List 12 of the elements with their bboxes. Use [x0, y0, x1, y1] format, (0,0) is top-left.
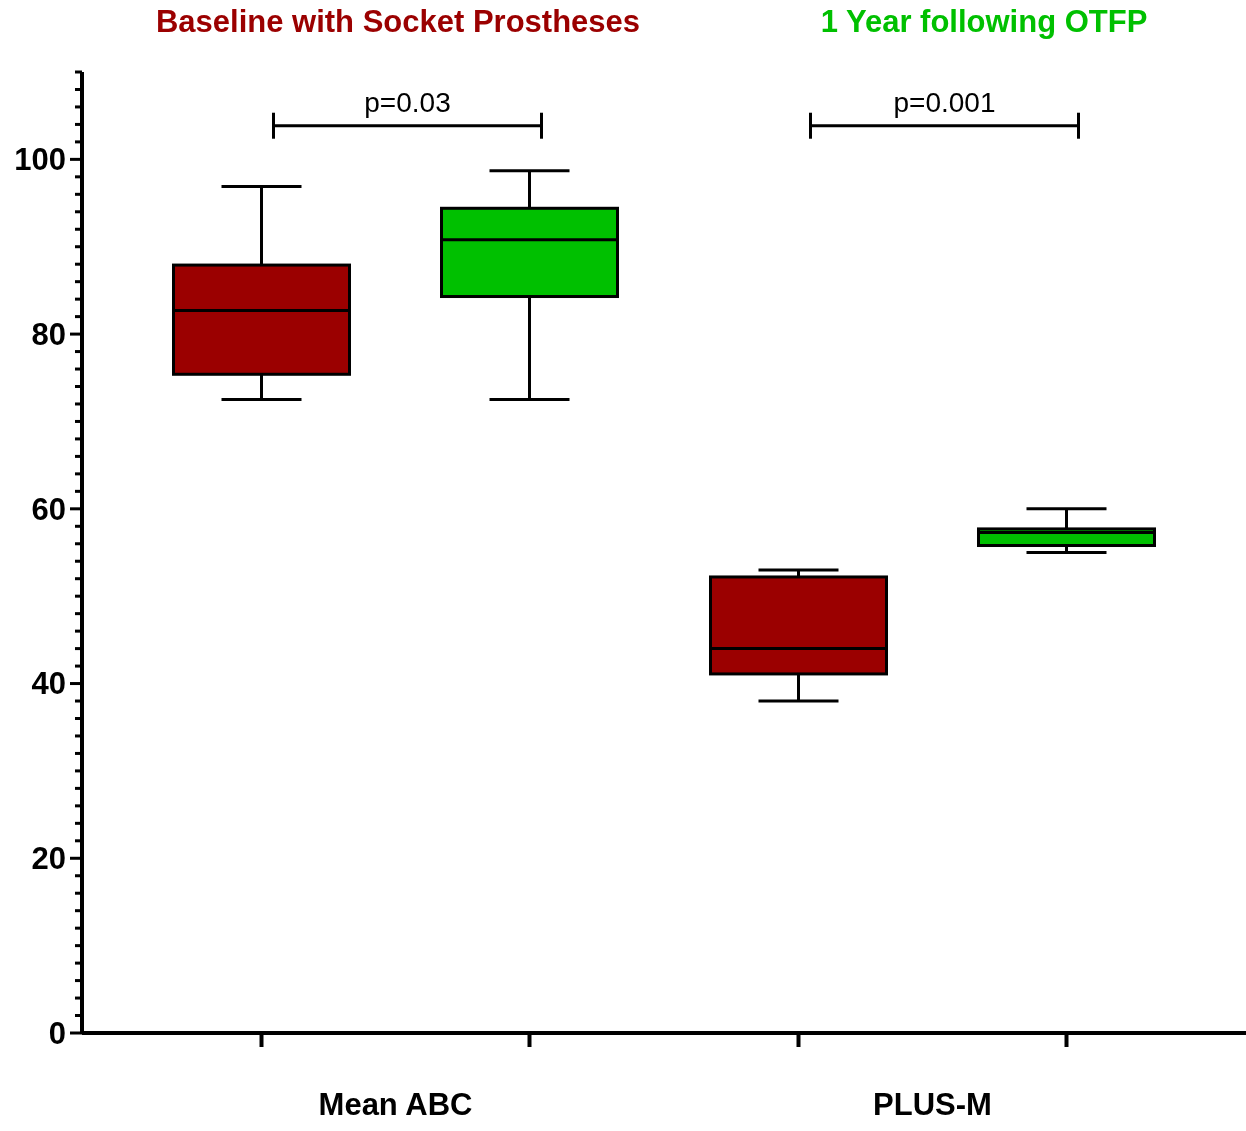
text: Baseline with Socket Prostheses: [155, 4, 641, 39]
y-tick-label: 0: [48, 1015, 66, 1051]
y-tick-label: 40: [31, 666, 66, 702]
y-tick-label: 20: [31, 841, 66, 877]
annotation: p=0.03: [364, 86, 451, 118]
text: 1 Year following OTFP: [820, 4, 1148, 39]
y-tick-label: 80: [31, 316, 66, 352]
y-tick-label: 100: [14, 142, 66, 178]
x-tick-label: PLUS-M: [873, 1087, 992, 1122]
x-tick-label: Mean ABC: [318, 1087, 473, 1122]
annotation: p=0.001: [893, 86, 996, 118]
y-tick-label: 60: [31, 491, 66, 527]
